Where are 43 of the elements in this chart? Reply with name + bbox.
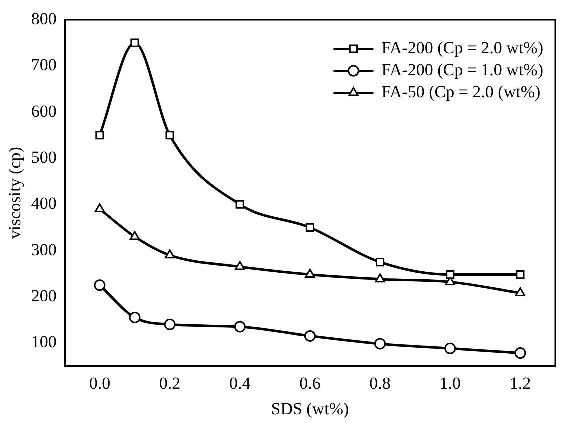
y-tick-label: 600	[31, 102, 57, 121]
x-tick-label: 0.2	[159, 374, 181, 393]
point	[129, 312, 141, 324]
point	[164, 250, 176, 259]
point	[130, 231, 140, 240]
point	[96, 131, 104, 140]
point	[164, 318, 176, 330]
y-tick-label: 200	[31, 286, 57, 306]
x-tick-label: 0.6	[300, 374, 321, 393]
point	[374, 338, 386, 350]
point	[306, 223, 314, 232]
y-tick-label: 300	[31, 240, 57, 260]
y-tick-label: 400	[31, 194, 57, 214]
x-tick-label: 0.0	[89, 374, 111, 393]
x-tick-label: 0.4	[229, 374, 252, 393]
point	[236, 200, 244, 209]
y-tick-label: 100	[31, 332, 57, 352]
point	[234, 321, 246, 333]
legend-label: FA-50 (Cp = 2.0 (wt%)	[382, 82, 541, 102]
legend-label: FA-200 (Cp = 1.0 wt%)	[382, 60, 544, 80]
x-axis-title: SDS (wt%)	[271, 399, 350, 418]
point	[94, 204, 106, 213]
point	[235, 261, 246, 270]
point	[376, 258, 385, 267]
y-axis-title: viscosity (cp)	[6, 147, 25, 240]
y-tick-label: 500	[31, 148, 57, 167]
y-tick-label: 800	[31, 9, 57, 28]
y-tick-label: 700	[31, 56, 57, 75]
legend-label: FA-200 (Cp = 2.0 wt%)	[382, 38, 544, 58]
point	[444, 342, 456, 354]
x-tick-label: 0.8	[370, 374, 391, 393]
point	[166, 131, 174, 140]
point	[305, 269, 316, 278]
point	[304, 330, 316, 342]
point	[130, 38, 140, 48]
point	[514, 348, 526, 360]
x-tick-label: 1.0	[440, 374, 461, 393]
point	[375, 274, 386, 283]
point	[516, 270, 525, 280]
point	[446, 270, 455, 280]
x-tick-label: 1.2	[510, 374, 532, 393]
point	[515, 288, 526, 297]
point	[94, 280, 106, 292]
